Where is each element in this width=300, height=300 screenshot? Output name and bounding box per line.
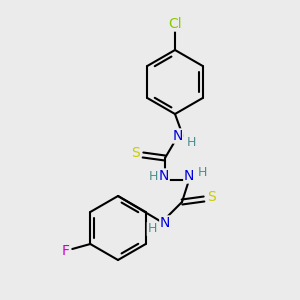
Text: F: F — [61, 244, 69, 258]
Text: S: S — [132, 146, 140, 160]
Text: N: N — [173, 129, 183, 143]
Text: N: N — [184, 169, 194, 183]
Text: N: N — [159, 169, 169, 183]
Text: Cl: Cl — [168, 17, 182, 31]
Text: H: H — [186, 136, 196, 148]
Text: N: N — [160, 216, 170, 230]
Text: S: S — [207, 190, 215, 204]
Text: H: H — [197, 166, 207, 178]
Text: H: H — [148, 169, 158, 182]
Text: H: H — [147, 223, 157, 236]
